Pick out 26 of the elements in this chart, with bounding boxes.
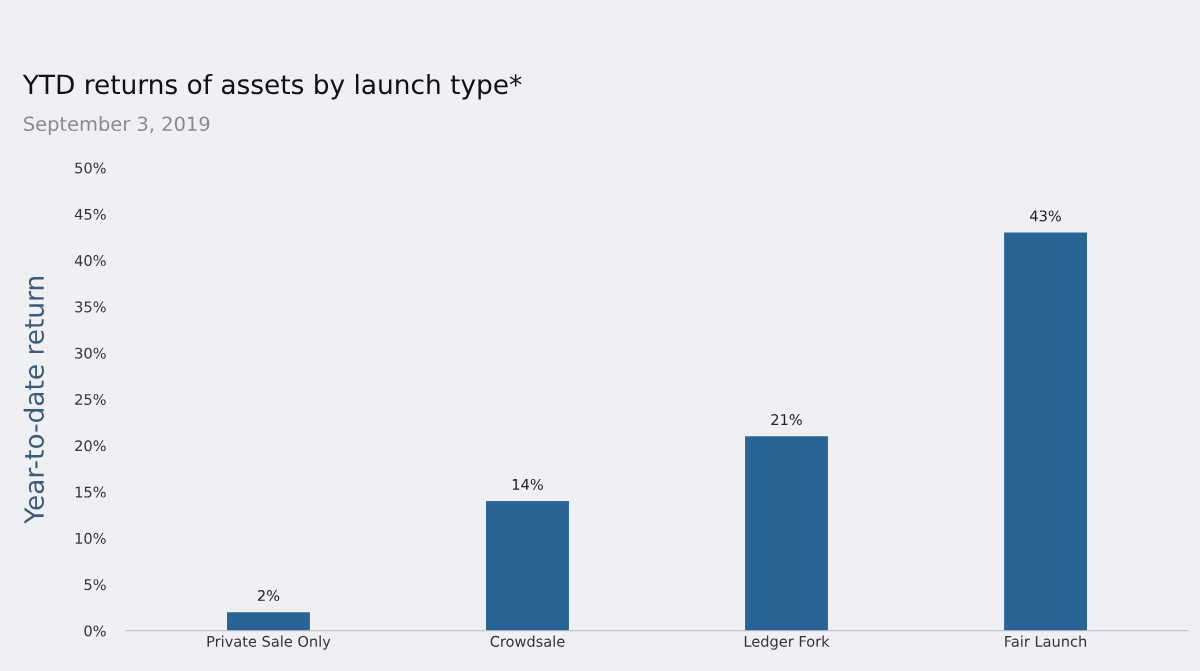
y-tick-label: 20%	[75, 440, 106, 452]
data-label: 14%	[512, 478, 543, 490]
bar	[745, 436, 828, 631]
bar	[227, 612, 310, 631]
x-tick-label: Crowdsale	[490, 635, 565, 647]
x-tick-label: Private Sale Only	[207, 635, 331, 650]
y-tick-label: 40%	[74, 255, 106, 267]
chart-title: YTD returns of assets by launch type*	[22, 73, 522, 100]
y-tick-label: 5%	[84, 579, 106, 591]
y-tick-label: 35%	[75, 301, 106, 313]
y-tick-label: 15%	[75, 486, 106, 498]
chart-subtitle: September 3, 2019	[24, 116, 210, 135]
data-label: 21%	[771, 414, 802, 426]
x-tick-label: Ledger Fork	[744, 635, 830, 650]
y-tick-label: 10%	[75, 532, 106, 544]
y-tick-label: 30%	[75, 347, 106, 359]
y-tick-label: 25%	[75, 393, 106, 405]
bar	[486, 501, 569, 631]
data-label: 43%	[1030, 210, 1061, 222]
bar	[1004, 232, 1087, 631]
x-tick-label: Fair Launch	[1005, 635, 1087, 647]
y-tick-label: 50%	[75, 162, 106, 174]
y-tick-label: 45%	[74, 208, 106, 220]
data-label: 2%	[257, 590, 280, 602]
y-axis-title: Year-to-date return	[23, 277, 45, 524]
y-tick-label: 0%	[84, 625, 106, 637]
